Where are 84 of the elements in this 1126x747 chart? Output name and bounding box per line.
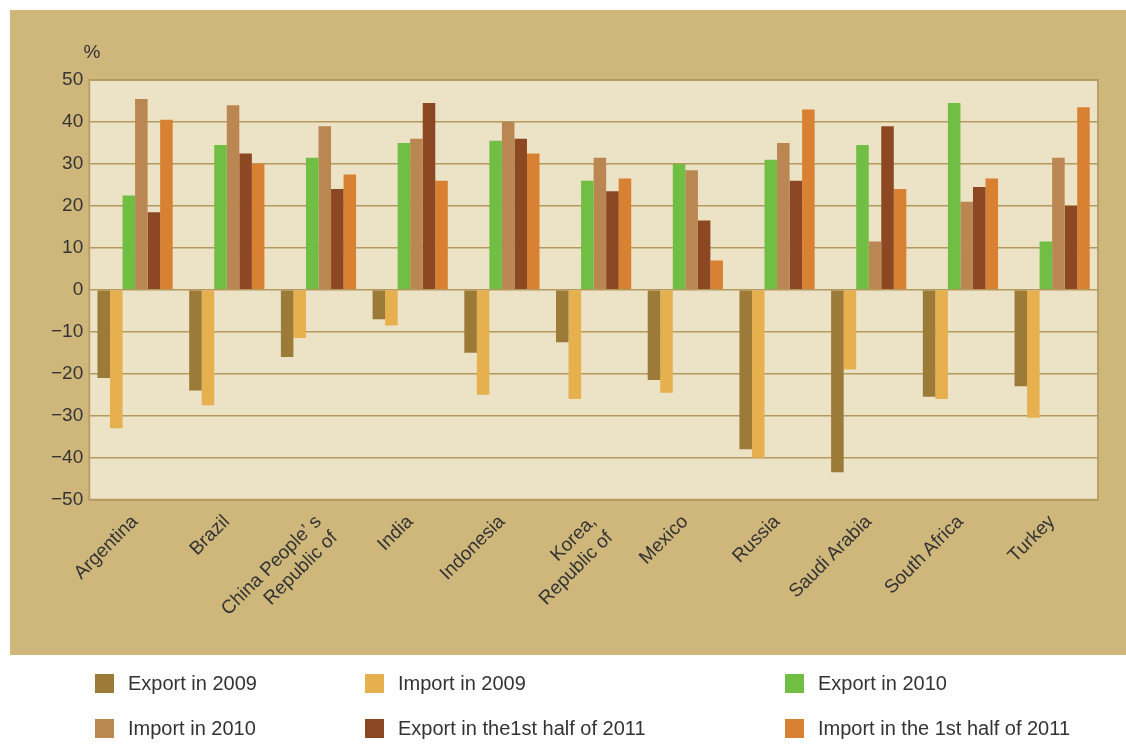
y-axis-title: % [83,41,101,62]
bar [239,153,252,290]
y-tick-label: −10 [51,320,84,342]
y-tick-label: 0 [72,278,84,300]
bar [802,109,815,290]
y-tick-label: −30 [51,403,84,425]
bar [881,126,894,290]
bar [514,138,527,290]
bar [739,290,752,450]
bar [160,119,173,290]
bar [97,290,111,378]
legend-label: Import in the 1st half of 2011 [818,717,1071,740]
bar [710,260,723,290]
bar [372,290,386,320]
bar [647,290,661,381]
bar [868,241,882,290]
legend-label: Export in 2009 [128,672,257,695]
y-tick-label: 10 [62,236,84,258]
y-tick-label: −40 [51,445,84,467]
bar [526,153,540,290]
bar [789,180,803,290]
bar [343,174,357,290]
legend-label: Export in the1st half of 2011 [398,717,646,740]
bar [422,103,436,290]
bar [1077,107,1090,290]
bar [135,98,148,290]
bar [618,178,632,290]
bar [697,220,711,290]
bar [831,290,844,473]
legend-label: Export in 2010 [818,672,947,695]
bar [122,195,136,290]
bar [397,142,411,290]
bar [280,290,294,357]
bar [201,290,215,406]
bar [777,142,790,290]
bar [568,290,582,399]
y-tick-label: −50 [51,487,84,509]
bar [1027,290,1040,418]
bar [251,163,265,290]
bar [410,138,423,290]
bar [947,103,961,290]
bar [293,290,306,339]
bar [660,290,673,393]
bar [1064,205,1078,290]
bar [972,187,986,290]
bar [226,105,240,290]
bar [960,201,973,290]
bar [501,121,515,290]
bar [214,145,227,290]
bar [556,290,569,343]
bar [331,189,344,290]
bar [1052,157,1065,290]
bar [672,163,686,290]
legend-label: Import in 2010 [128,717,256,740]
y-tick-label: 40 [62,110,84,132]
bar [935,290,948,399]
bar [435,180,448,290]
bar [189,290,202,391]
bar [843,290,857,370]
bar [764,159,778,290]
y-tick-label: 20 [62,194,84,216]
bar [606,191,619,290]
bar [464,290,477,353]
bar [856,145,869,290]
bar [476,290,490,395]
bar [385,290,398,326]
bar [489,140,502,290]
bar [922,290,936,397]
bar [593,157,607,290]
bar [1039,241,1053,290]
bar [685,170,698,290]
bar [751,290,765,458]
bar [318,126,332,290]
bar [581,180,594,290]
y-tick-label: −20 [51,361,84,383]
y-tick-label: 30 [62,152,84,174]
bar [147,212,161,290]
bar [1014,290,1028,387]
legend-label: Import in 2009 [398,672,526,695]
bar [893,189,907,290]
bar [305,157,319,290]
bar [110,290,123,429]
bar [985,178,999,290]
y-tick-label: 50 [62,68,84,90]
